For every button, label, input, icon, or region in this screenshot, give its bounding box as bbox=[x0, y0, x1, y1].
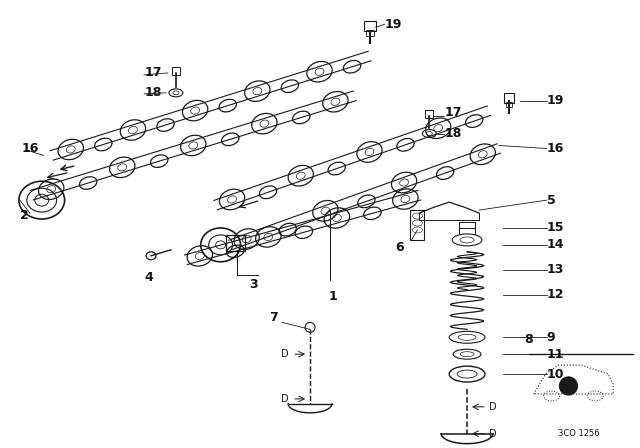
Text: 3: 3 bbox=[249, 278, 258, 291]
Text: D: D bbox=[489, 429, 497, 439]
Text: 5: 5 bbox=[547, 194, 556, 207]
Bar bbox=[426, 110, 433, 118]
Text: 15: 15 bbox=[547, 221, 564, 234]
Text: 17: 17 bbox=[444, 106, 461, 119]
Text: 19: 19 bbox=[547, 94, 564, 107]
Text: 18: 18 bbox=[444, 127, 461, 140]
Text: 2: 2 bbox=[20, 209, 29, 222]
Bar bbox=[364, 21, 376, 31]
Text: 16: 16 bbox=[22, 142, 39, 155]
Bar bbox=[410, 210, 424, 240]
Text: 7: 7 bbox=[269, 311, 278, 324]
Text: D: D bbox=[489, 402, 497, 412]
Text: 4: 4 bbox=[145, 271, 154, 284]
Text: 1: 1 bbox=[328, 290, 337, 303]
Bar bbox=[172, 67, 180, 75]
Text: 6: 6 bbox=[395, 241, 403, 254]
Text: 12: 12 bbox=[547, 288, 564, 301]
Text: 10: 10 bbox=[547, 367, 564, 380]
Text: 11: 11 bbox=[547, 348, 564, 361]
Text: D: D bbox=[280, 349, 288, 359]
Bar bbox=[504, 93, 514, 103]
Text: 8: 8 bbox=[524, 333, 533, 346]
Bar bbox=[365, 30, 374, 36]
Text: 3CO 1256: 3CO 1256 bbox=[557, 429, 599, 438]
Bar bbox=[506, 102, 512, 107]
Text: 16: 16 bbox=[547, 142, 564, 155]
Text: 19: 19 bbox=[385, 18, 402, 31]
Text: D: D bbox=[280, 394, 288, 404]
Text: 18: 18 bbox=[144, 86, 161, 99]
Text: 14: 14 bbox=[547, 238, 564, 251]
Circle shape bbox=[559, 377, 577, 395]
Text: 13: 13 bbox=[547, 263, 564, 276]
Bar bbox=[225, 235, 246, 251]
Text: 9: 9 bbox=[547, 331, 556, 344]
Text: 17: 17 bbox=[144, 66, 161, 79]
